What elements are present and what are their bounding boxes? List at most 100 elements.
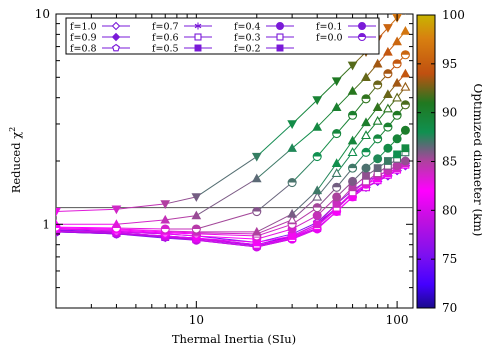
data-point [191, 210, 202, 220]
data-point [392, 59, 402, 69]
series-line-segment [316, 163, 338, 191]
data-point [361, 117, 371, 127]
data-point [331, 77, 342, 87]
data-point [111, 219, 122, 229]
data-point [400, 100, 410, 110]
series-line-segment [256, 223, 293, 237]
data-point [332, 200, 341, 208]
data-point [372, 115, 383, 125]
series-line-segment [196, 156, 258, 198]
data-point [382, 103, 393, 113]
series-line-segment [256, 182, 293, 212]
colorbar: 70 75 80 85 90 95 100 Optimized diameter (km) [416, 8, 482, 315]
series-line-segment [56, 228, 117, 231]
colorbar-tick-label: 70 [442, 301, 457, 315]
legend-entry: f=0.2 [234, 44, 294, 55]
colorbar-tick-label: 95 [442, 57, 457, 71]
data-point [56, 207, 61, 217]
data-point [400, 81, 411, 91]
data-point [287, 214, 298, 224]
data-point [384, 157, 392, 165]
series-line-segment [256, 123, 293, 157]
series-line-segment [116, 228, 166, 232]
data-point [347, 147, 358, 157]
series-group [56, 14, 411, 252]
series-line-segment [165, 236, 197, 241]
data-point [373, 154, 383, 164]
data-point [372, 102, 383, 112]
series-line-segment [116, 227, 166, 230]
legend-entry: f=0.5 [152, 44, 212, 55]
data-point [357, 32, 367, 42]
data-point [347, 86, 358, 95]
series-line-segment [291, 215, 318, 230]
series-line-segment [165, 230, 197, 233]
series-line-segment [116, 203, 166, 210]
colorbar-tick-label: 100 [442, 8, 465, 22]
y-tick-label: 1 [42, 217, 50, 231]
legend-entry-label: f=0.7 [152, 22, 179, 33]
data-point [160, 200, 171, 209]
data-point [400, 156, 410, 166]
legend-entry-label: f=0.1 [316, 22, 343, 33]
legend-entry-label: f=0.3 [234, 33, 261, 44]
data-point [361, 72, 371, 82]
legend-entry-label: f=0.0 [316, 33, 343, 44]
data-point [313, 220, 322, 229]
colorbar-tick-label: 85 [442, 155, 457, 169]
data-point [392, 92, 403, 102]
data-point [194, 44, 202, 52]
series-line-segment [256, 238, 293, 248]
data-point [191, 224, 201, 234]
x-tick-label: 10 [189, 313, 204, 327]
series-f=1.0 [56, 160, 411, 250]
series-unlabeled-14 [56, 25, 411, 229]
data-point [287, 208, 297, 218]
y-tick-label: 10 [35, 7, 50, 21]
data-point [392, 161, 402, 171]
series-unlabeled-11 [56, 81, 411, 238]
data-point [348, 110, 358, 120]
series-line-segment [116, 219, 166, 225]
data-point [312, 122, 323, 131]
legend-entry-label: f=0.9 [70, 33, 97, 44]
data-point [347, 61, 358, 71]
series-line-segment [165, 232, 197, 235]
data-point [383, 46, 393, 56]
data-point [361, 130, 371, 140]
series-line-segment [56, 230, 117, 233]
data-point [348, 176, 358, 186]
data-point [312, 96, 323, 106]
data-point [276, 44, 284, 52]
data-point [111, 32, 121, 42]
series-line-segment [291, 228, 318, 240]
data-point [400, 125, 410, 135]
colorbar-tick-label: 90 [442, 106, 457, 120]
data-point [111, 21, 121, 31]
data-point [392, 36, 402, 46]
series-line-segment [196, 178, 258, 217]
legend-entry: f=1.0 [70, 22, 130, 33]
data-point [312, 185, 323, 195]
series-line-segment [116, 232, 166, 237]
series-line-segment [196, 239, 257, 248]
data-point [276, 33, 284, 41]
data-point [383, 122, 393, 132]
series-line-segment [291, 225, 318, 239]
series-line-segment [256, 147, 293, 179]
data-point [383, 24, 393, 33]
data-point [111, 205, 122, 215]
legend-entry-label: f=1.0 [70, 22, 97, 33]
series-line-segment [116, 229, 166, 233]
data-point [372, 58, 383, 68]
series-line-segment [291, 190, 318, 215]
data-point [194, 33, 202, 41]
series-line-segment [316, 133, 338, 157]
colorbar-tick-label: 80 [442, 203, 457, 217]
series-unlabeled-12 [56, 68, 411, 236]
data-point [160, 224, 170, 234]
data-point [332, 129, 342, 139]
x-axis-label: Thermal Inertia (SIu) [172, 332, 296, 346]
plot-area: 10 100 1 10 [35, 7, 414, 327]
y-axis-label-text: Reduced χ [9, 132, 23, 193]
